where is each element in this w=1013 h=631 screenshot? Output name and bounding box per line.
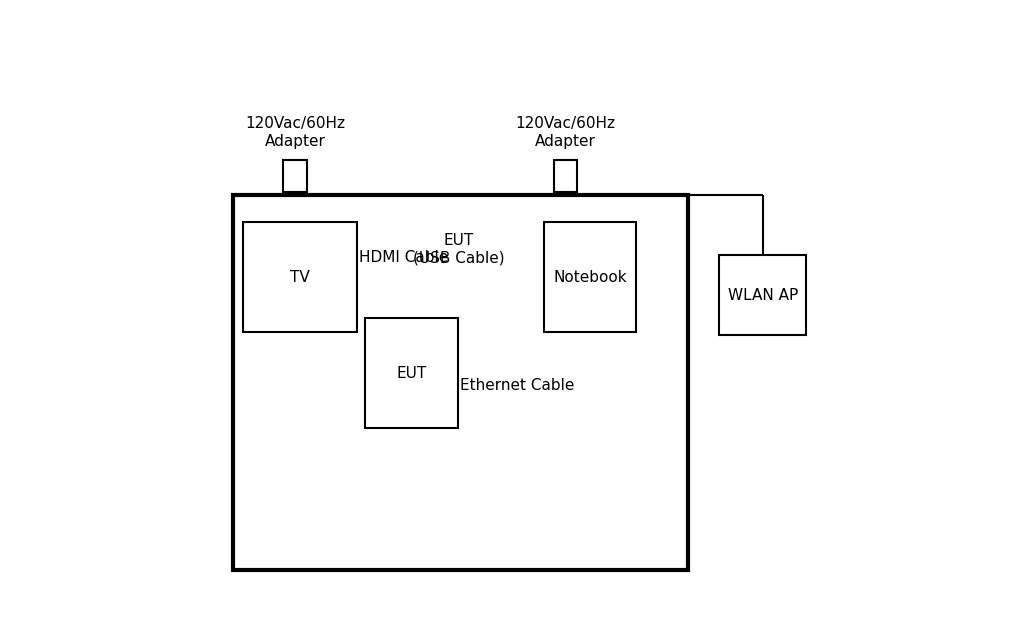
Bar — [233, 195, 688, 570]
Text: EUT: EUT — [396, 365, 426, 380]
Text: EUT
(USB Cable): EUT (USB Cable) — [413, 233, 504, 265]
Bar — [553, 160, 577, 192]
Text: TV: TV — [290, 269, 310, 285]
Text: Notebook: Notebook — [553, 269, 627, 285]
Bar — [544, 222, 636, 332]
Bar — [284, 160, 307, 192]
Bar — [366, 318, 458, 428]
Text: WLAN AP: WLAN AP — [727, 288, 798, 302]
Text: HDMI Cable: HDMI Cable — [359, 250, 448, 265]
Text: Ethernet Cable: Ethernet Cable — [460, 378, 574, 393]
Text: 120Vac/60Hz
Adapter: 120Vac/60Hz Adapter — [245, 117, 345, 149]
Text: 120Vac/60Hz
Adapter: 120Vac/60Hz Adapter — [516, 117, 615, 149]
Bar — [719, 255, 806, 335]
Bar — [243, 222, 357, 332]
